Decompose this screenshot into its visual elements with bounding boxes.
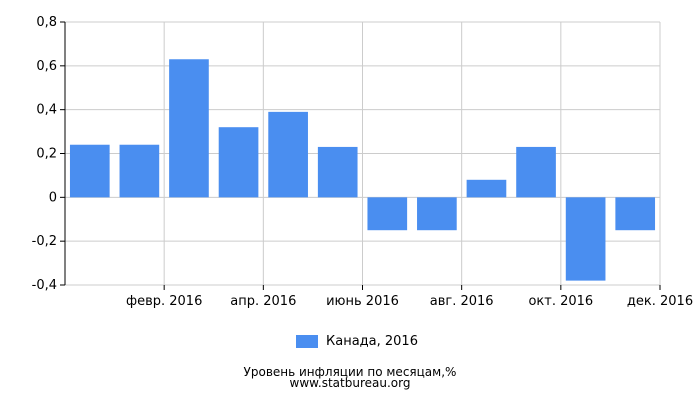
y-tick-label: 0,6 xyxy=(36,59,57,74)
x-tick-label: апр. 2016 xyxy=(230,294,296,309)
y-tick-label: 0,8 xyxy=(36,15,57,30)
legend-swatch xyxy=(296,334,318,348)
y-tick-label: 0,4 xyxy=(36,103,57,118)
bar-1 xyxy=(69,144,110,198)
bar-10 xyxy=(516,146,556,198)
legend-label: Канада, 2016 xyxy=(326,333,418,349)
x-tick-label: февр. 2016 xyxy=(126,294,202,309)
chart-axes xyxy=(60,21,661,290)
y-tick-label: 0,2 xyxy=(36,147,57,162)
chart-grid xyxy=(65,21,661,286)
bar-2 xyxy=(119,144,160,198)
bar-8 xyxy=(417,197,457,231)
x-tick-label: июнь 2016 xyxy=(326,294,399,309)
chart-legend: Канада, 2016 xyxy=(296,332,418,350)
chart-bars xyxy=(69,59,656,281)
x-tick-label: дек. 2016 xyxy=(627,294,693,309)
x-tick-label: авг. 2016 xyxy=(430,294,494,309)
x-tick-label: окт. 2016 xyxy=(528,294,593,309)
bar-12 xyxy=(615,197,656,231)
bar-5 xyxy=(268,111,308,198)
chart-tick-labels: 0,8 0,6 0,4 0,2 0 -0,2 -0,4 февр. 2016 апр. 2016… xyxy=(32,15,693,309)
bar-9 xyxy=(466,179,507,198)
bar-11 xyxy=(565,197,606,281)
y-tick-label: -0,4 xyxy=(32,278,57,293)
source-url: www.statbureau.org xyxy=(289,376,411,390)
y-tick-label: 0 xyxy=(49,190,57,205)
bar-4 xyxy=(218,127,259,198)
y-tick-label: -0,2 xyxy=(32,234,57,249)
bar-3 xyxy=(169,59,209,198)
bar-6 xyxy=(317,146,358,198)
chart-caption: Уровень инфляции по месяцам,% xyxy=(243,365,457,379)
bar-7 xyxy=(367,197,408,231)
